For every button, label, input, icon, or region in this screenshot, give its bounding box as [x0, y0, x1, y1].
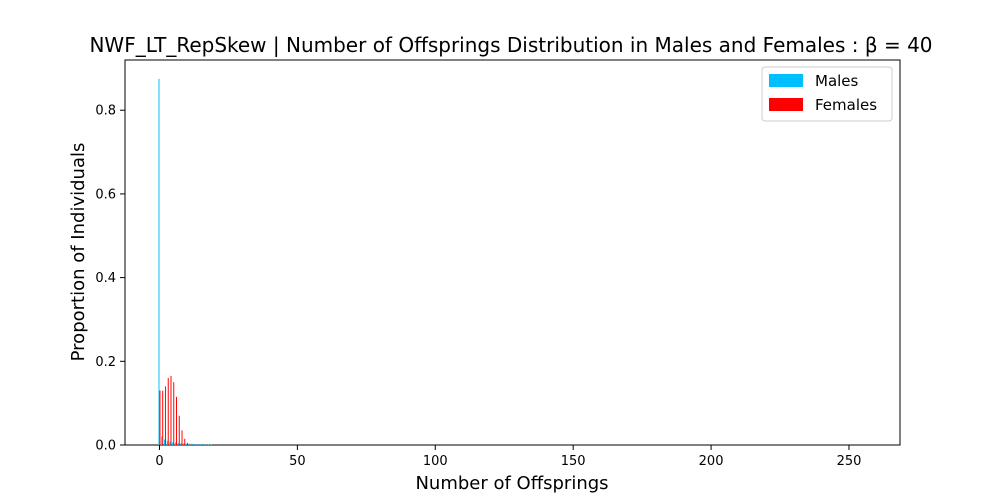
- legend-label-males: Males: [815, 72, 859, 90]
- x-axis-ticks: 0 50 100 150 200 250: [155, 445, 861, 469]
- chart-title: NWF_LT_RepSkew | Number of Offsprings Di…: [89, 33, 932, 57]
- bar-females-2: [164, 386, 166, 445]
- x-tick-label: 150: [561, 454, 586, 469]
- bar-males-0: [158, 78, 160, 445]
- bar-females-0: [159, 390, 161, 445]
- y-tick-label: 0.8: [95, 104, 116, 119]
- y-tick-label: 0.2: [95, 355, 116, 370]
- plot-area-frame: [124, 59, 901, 446]
- y-axis-ticks: 0.0 0.2 0.4 0.6 0.8: [95, 104, 125, 454]
- bar-females-5: [173, 382, 175, 445]
- bar-males-15: [199, 444, 201, 445]
- legend-swatch-females: [769, 98, 803, 111]
- bar-females-4: [170, 375, 172, 445]
- bar-males-16: [202, 444, 204, 445]
- bar-females-9: [184, 438, 186, 445]
- bar-males-1: [161, 436, 163, 445]
- bar-males-5: [172, 442, 174, 445]
- bar-females-8: [181, 430, 183, 445]
- y-tick-label: 0.0: [95, 439, 116, 454]
- bar-females-1: [162, 390, 164, 445]
- bar-females-6: [176, 396, 177, 446]
- bar-males-13: [194, 444, 196, 445]
- bar-females-3: [167, 378, 169, 445]
- bar-males-6: [175, 442, 177, 445]
- x-axis-label: Number of Offsprings: [415, 473, 608, 494]
- bar-females-7: [178, 415, 180, 445]
- bar-males-8: [180, 443, 182, 445]
- y-axis-label: Proportion of Individuals: [68, 143, 89, 362]
- bar-males-11: [188, 443, 190, 445]
- bar-males-4: [169, 441, 171, 445]
- x-tick-label: 0: [155, 454, 163, 469]
- bar-males-12: [191, 443, 193, 445]
- bar-males-10: [186, 443, 188, 445]
- y-tick-label: 0.4: [95, 271, 116, 286]
- bar-males-7: [177, 442, 179, 445]
- bar-males-14: [197, 444, 199, 445]
- legend: Males Females: [761, 66, 893, 122]
- bar-females-10: [187, 442, 189, 445]
- bar-males-2: [164, 439, 165, 445]
- legend-swatch-males: [769, 74, 803, 87]
- x-tick-label: 100: [423, 454, 448, 469]
- legend-label-females: Females: [815, 96, 877, 114]
- x-tick-label: 250: [837, 454, 862, 469]
- y-tick-label: 0.6: [95, 187, 116, 202]
- x-tick-label: 200: [699, 454, 724, 469]
- x-tick-label: 50: [289, 454, 306, 469]
- bars-group: [158, 78, 212, 446]
- bar-males-9: [183, 443, 185, 445]
- bar-males-3: [166, 440, 168, 445]
